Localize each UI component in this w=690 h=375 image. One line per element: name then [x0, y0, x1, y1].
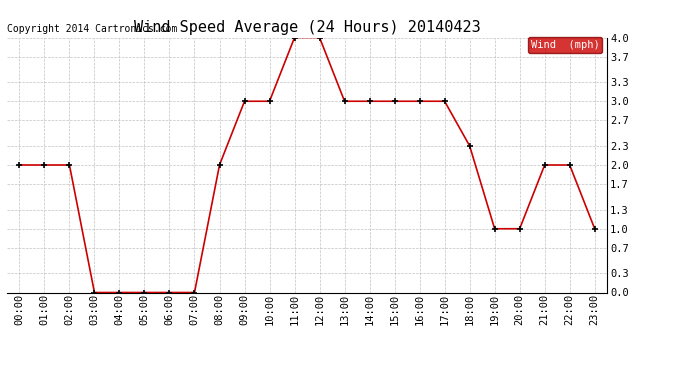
Title: Wind Speed Average (24 Hours) 20140423: Wind Speed Average (24 Hours) 20140423 — [134, 20, 480, 35]
Text: Copyright 2014 Cartronics.com: Copyright 2014 Cartronics.com — [7, 24, 177, 34]
Legend: Wind  (mph): Wind (mph) — [528, 37, 602, 53]
